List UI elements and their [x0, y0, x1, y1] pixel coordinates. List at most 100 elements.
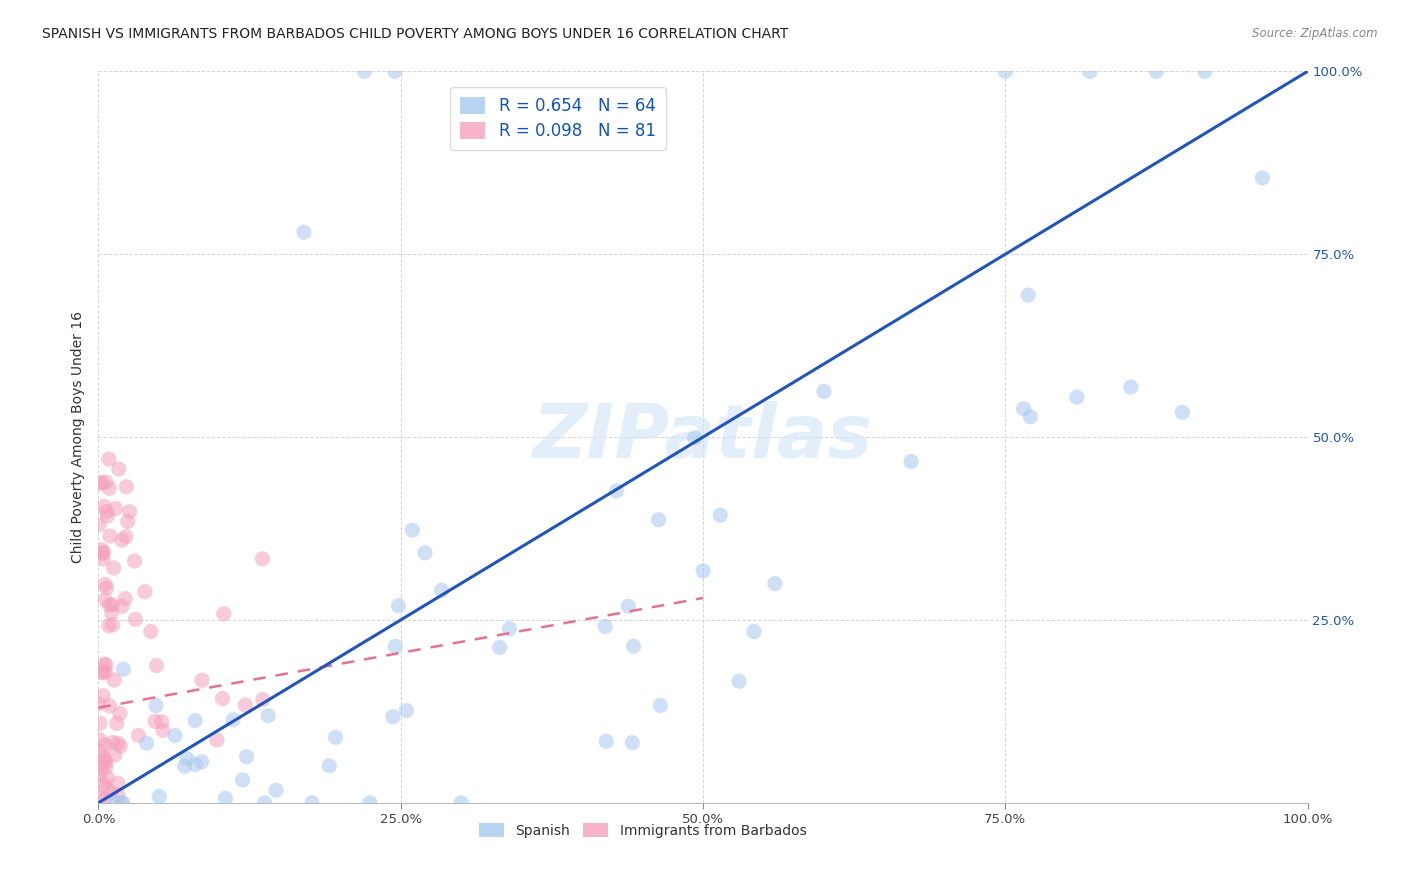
Point [93, 545, 115, 559]
Point [353, 64, 375, 78]
Point [191, 673, 214, 688]
Point [1012, 401, 1035, 416]
Point [110, 739, 132, 753]
Point [1119, 380, 1142, 394]
Point [94, 756, 117, 770]
Text: ZIPatlas: ZIPatlas [533, 401, 873, 474]
Point [387, 599, 409, 613]
Point [190, 755, 212, 769]
Point [94, 665, 117, 679]
Point [205, 733, 228, 747]
Point [152, 723, 174, 738]
Point [107, 776, 129, 790]
Point [650, 698, 672, 713]
Point [87, 697, 110, 711]
Point [105, 716, 128, 731]
Point [617, 599, 640, 614]
Point [184, 714, 207, 728]
Point [683, 431, 706, 445]
Point [91, 475, 114, 490]
Point [98, 598, 121, 612]
Point [96, 771, 118, 785]
Point [1171, 405, 1194, 419]
Point [252, 552, 274, 566]
Point [143, 714, 166, 729]
Point [252, 692, 274, 706]
Point [98, 481, 121, 495]
Point [96, 509, 118, 524]
Point [148, 789, 170, 804]
Point [232, 772, 254, 787]
Point [94, 475, 117, 490]
Point [93, 777, 115, 791]
Point [212, 607, 235, 621]
Point [222, 713, 245, 727]
Point [100, 785, 122, 799]
Point [184, 757, 207, 772]
Point [101, 598, 124, 612]
Point [253, 796, 276, 810]
Point [104, 796, 127, 810]
Point [150, 714, 173, 729]
Point [621, 736, 644, 750]
Point [381, 710, 404, 724]
Point [813, 384, 835, 399]
Point [91, 689, 114, 703]
Point [211, 691, 233, 706]
Point [103, 673, 125, 687]
Point [94, 593, 117, 607]
Point [98, 698, 121, 713]
Legend: Spanish, Immigrants from Barbados: Spanish, Immigrants from Barbados [474, 818, 811, 844]
Point [97, 618, 120, 632]
Point [1078, 64, 1101, 78]
Point [107, 462, 129, 476]
Point [606, 483, 628, 498]
Point [623, 639, 645, 653]
Point [395, 704, 418, 718]
Point [96, 504, 118, 518]
Point [115, 529, 138, 543]
Point [107, 788, 129, 802]
Point [94, 738, 117, 752]
Point [89, 745, 111, 759]
Point [111, 599, 134, 614]
Point [89, 476, 111, 491]
Point [91, 750, 114, 764]
Text: SPANISH VS IMMIGRANTS FROM BARBADOS CHILD POVERTY AMONG BOYS UNDER 16 CORRELATIO: SPANISH VS IMMIGRANTS FROM BARBADOS CHIL… [42, 27, 789, 41]
Point [233, 698, 256, 712]
Point [384, 64, 406, 78]
Point [96, 581, 118, 595]
Point [104, 501, 127, 516]
Point [994, 64, 1017, 78]
Point [90, 542, 112, 557]
Point [98, 529, 121, 543]
Point [114, 591, 136, 606]
Point [94, 658, 117, 673]
Point [257, 708, 280, 723]
Point [89, 716, 111, 731]
Point [301, 796, 323, 810]
Point [89, 791, 111, 805]
Point [87, 768, 110, 782]
Point [124, 612, 146, 626]
Point [94, 792, 117, 806]
Point [100, 606, 122, 620]
Y-axis label: Child Poverty Among Boys Under 16: Child Poverty Among Boys Under 16 [72, 311, 86, 563]
Point [318, 758, 340, 772]
Point [107, 736, 129, 750]
Point [498, 622, 520, 636]
Point [1194, 64, 1216, 78]
Point [111, 796, 134, 810]
Point [104, 747, 127, 762]
Point [728, 674, 751, 689]
Point [94, 577, 117, 591]
Point [111, 796, 134, 810]
Point [91, 552, 114, 566]
Point [112, 662, 135, 676]
Point [1146, 64, 1168, 78]
Point [115, 480, 138, 494]
Point [235, 749, 257, 764]
Point [325, 731, 347, 745]
Point [93, 500, 115, 514]
Point [709, 508, 731, 523]
